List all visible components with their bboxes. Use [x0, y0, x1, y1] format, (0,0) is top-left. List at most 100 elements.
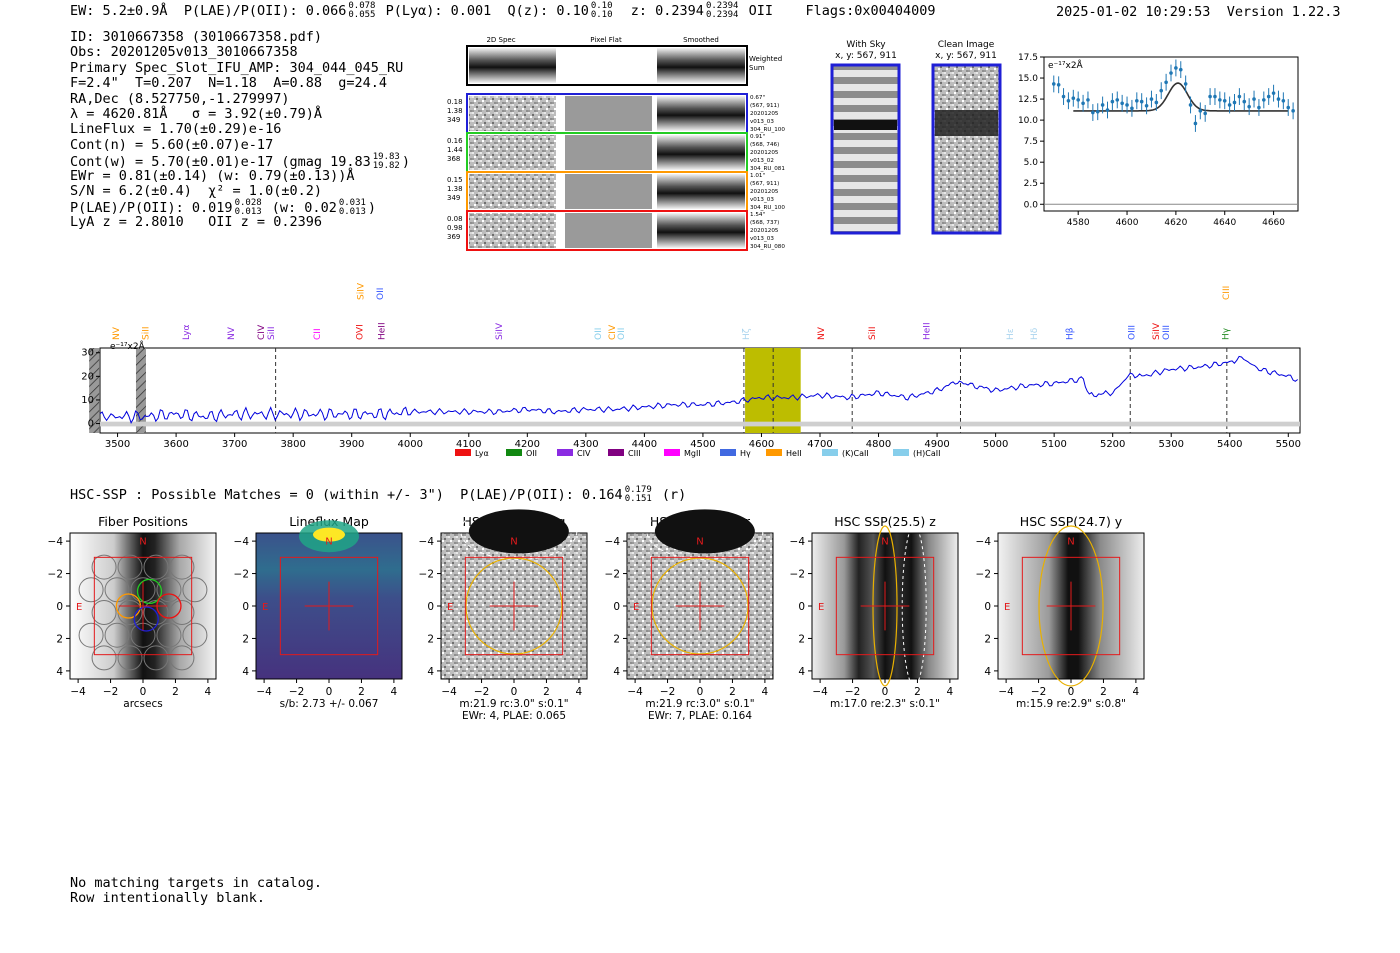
- full-xtick-label: 4800: [866, 439, 891, 450]
- legend-label: CIV: [577, 449, 591, 458]
- search-box: [1021, 556, 1121, 656]
- hsc-ytick-label: −2: [790, 569, 805, 581]
- info-contw-text: Cont(w) = 5.70(±0.01)e-17 (gmag 19.83: [70, 154, 371, 171]
- hsc-xtick-label: −4: [70, 686, 86, 698]
- header-qz: Q(z): 0.10: [507, 3, 589, 19]
- zoom-data-point: [1218, 98, 1222, 102]
- zoom-data-point: [1174, 66, 1178, 70]
- zoom-yunit-label: e⁻¹⁷x2Å: [1048, 59, 1084, 71]
- fiber-row-left-label: 1.44: [447, 146, 463, 154]
- fiber-circle: [91, 645, 117, 671]
- fiber-flat-image: [565, 96, 652, 131]
- legend-swatch: [455, 449, 471, 456]
- zoom-xtick-label: 4580: [1067, 218, 1090, 228]
- legend-label: MgII: [684, 449, 701, 458]
- info-plae-lo: 0.013: [234, 207, 262, 218]
- hsc-ytick-label: 4: [613, 666, 620, 678]
- line-marker-label: OII: [376, 288, 386, 300]
- zoom-data-point: [1095, 109, 1100, 114]
- hsc-xtick-label: −4: [812, 686, 828, 698]
- hsc-ytick-label: 0: [242, 601, 249, 613]
- east-label: E: [262, 602, 268, 613]
- legend-label: Lyα: [475, 449, 489, 458]
- zoom-data-point: [1135, 98, 1139, 103]
- fiber-circle: [143, 599, 169, 625]
- hsc-ytick-label: 0: [984, 601, 991, 613]
- line-marker-label: Lyα: [182, 324, 192, 340]
- hsc-ytick-label: −2: [976, 569, 991, 581]
- hsc-xtick-label: 2: [543, 686, 550, 698]
- hsc-ytick-label: 2: [56, 633, 63, 645]
- line-marker-label: Hδ: [1030, 327, 1040, 340]
- zoom-data-point: [1120, 101, 1124, 106]
- full-xtick-label: 3700: [222, 439, 247, 450]
- zoom-data-point: [1242, 99, 1247, 104]
- zoom-data-point: [1232, 100, 1237, 105]
- sky-band: [100, 421, 1300, 427]
- fiber-circle: [156, 622, 182, 648]
- fiber-2d-image: [469, 213, 556, 248]
- zoom-data-point: [1130, 106, 1134, 111]
- zoom-data-point: [1203, 111, 1207, 116]
- full-xtick-label: 4000: [398, 439, 423, 450]
- header-qz-hi: 0.10: [590, 1, 613, 11]
- zoom-ytick-label: 12.5: [1018, 95, 1038, 105]
- line-marker-label: NV: [227, 326, 237, 340]
- hsc-caption: s/b: 2.73 +/- 0.067: [280, 698, 379, 710]
- fiber-row-left-label: 1.38: [447, 185, 463, 193]
- full-xtick-label: 4100: [456, 439, 481, 450]
- info-plae-w-lo: 0.013: [338, 207, 366, 218]
- north-label: N: [881, 536, 888, 547]
- full-spectrum-chart: 0 10 20 30 3500 3600 3700 3800 3900 4000 4100 4200 4…: [81, 282, 1301, 458]
- fiber-row-left-label: 1.38: [447, 107, 463, 115]
- hsc-ytick-label: −4: [790, 536, 806, 548]
- info-plae: P(LAE)/P(OII): 0.019 0.028 0.013 (w: 0.02 0…: [70, 198, 377, 218]
- zoom-xtick-label: 4640: [1213, 218, 1236, 228]
- legend-swatch: [893, 449, 909, 456]
- clean-image-dark-band: [935, 110, 998, 136]
- hsc-title-text: HSC-SSP : Possible Matches = 0 (within +…: [70, 487, 623, 503]
- fiber-row-left-label: 349: [447, 194, 460, 202]
- zoom-data-point: [1169, 71, 1173, 75]
- line-marker-label: NV: [112, 326, 122, 340]
- legend-swatch: [608, 449, 624, 456]
- header-plae-hi: 0.078: [348, 1, 376, 11]
- info-plae-w-hi: 0.031: [338, 198, 366, 209]
- full-xtick-label: 5400: [1217, 439, 1242, 450]
- fiber-circle: [143, 645, 169, 671]
- zoom-data-point: [1257, 105, 1261, 110]
- fiber-smooth-image: [657, 174, 745, 209]
- full-ytick-label: 20: [81, 371, 94, 382]
- header-timestamp-version: 2025-01-02 10:29:53 Version 1.22.3: [1056, 4, 1341, 20]
- zoom-data-point: [1237, 94, 1242, 99]
- full-xtick-label: 4900: [924, 439, 949, 450]
- hsc-panel-title: HSC SSP(25.5) z: [834, 514, 936, 529]
- header-z: z: 0.2394: [630, 3, 704, 19]
- fiber-smooth-image: [657, 96, 745, 131]
- zoom-data-point: [1091, 110, 1095, 115]
- line-marker-label: OVI: [355, 324, 365, 340]
- hsc-xtick-label: −4: [998, 686, 1014, 698]
- full-xtick-label: 4400: [632, 439, 657, 450]
- hsc-xtick-label: 2: [1100, 686, 1107, 698]
- info-lambda: λ = 4620.81Å σ = 3.92(±0.79)Å: [70, 105, 322, 122]
- full-ytick-label: 30: [81, 348, 94, 359]
- zoom-data-point: [1222, 98, 1227, 103]
- legend-label: OII: [526, 449, 537, 458]
- zoom-data-point: [1081, 101, 1085, 106]
- line-marker-label: SiII: [868, 326, 878, 340]
- info-plae-hi: 0.028: [234, 198, 262, 209]
- fiber-highlight-circle: [133, 606, 159, 632]
- line-marker-label: CIV: [608, 324, 618, 340]
- hsc-title-band: (r): [661, 487, 687, 503]
- legend-swatch: [822, 449, 838, 456]
- col-flat-label: Pixel Flat: [590, 36, 622, 44]
- fiber-circle: [169, 554, 195, 580]
- header-z-lo: 0.2394: [705, 10, 739, 20]
- line-marker-label: HeII: [923, 322, 933, 340]
- hsc-xtick-label: −4: [256, 686, 272, 698]
- fiber-row-left-label: 0.98: [447, 224, 463, 232]
- zoom-data-point: [1208, 94, 1212, 99]
- hsc-bright-source: [468, 509, 569, 554]
- hsc-xtick-label: 2: [358, 686, 365, 698]
